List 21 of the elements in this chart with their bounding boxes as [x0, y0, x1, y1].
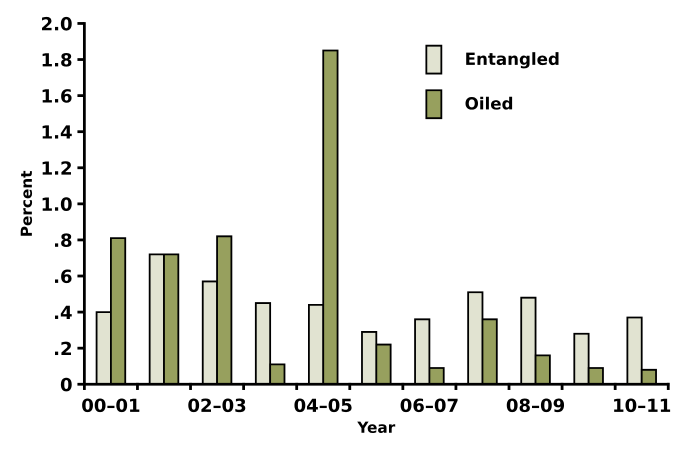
x-tick-label: 06–07: [400, 398, 458, 412]
y-tick-label: 1.2: [42, 161, 71, 175]
x-tick-label: 10–11: [614, 398, 670, 412]
legend-label: Entangled: [466, 52, 558, 68]
x-tick-label: 00–01: [82, 398, 140, 412]
x-tick-label: 02–03: [188, 398, 246, 412]
y-tick-label: 0: [60, 378, 72, 392]
y-tick-label: .4: [54, 306, 72, 319]
y-tick-label: 1.0: [42, 197, 72, 211]
y-tick-label: .2: [54, 342, 71, 356]
legend-label: Oiled: [466, 96, 512, 110]
y-tick-label: .6: [54, 269, 72, 284]
y-axis-title: Percent: [20, 170, 32, 236]
x-axis-title: Year: [357, 422, 396, 433]
y-tick-label: 2.0: [42, 16, 72, 31]
x-tick-label: 08–09: [506, 398, 564, 412]
y-tick-label: 1.8: [42, 52, 72, 67]
x-tick-label: 04–05: [294, 398, 352, 412]
y-tick-label: 1.4: [42, 125, 72, 139]
y-tick-label: .8: [54, 233, 72, 248]
y-tick-label: 1.6: [42, 89, 72, 103]
